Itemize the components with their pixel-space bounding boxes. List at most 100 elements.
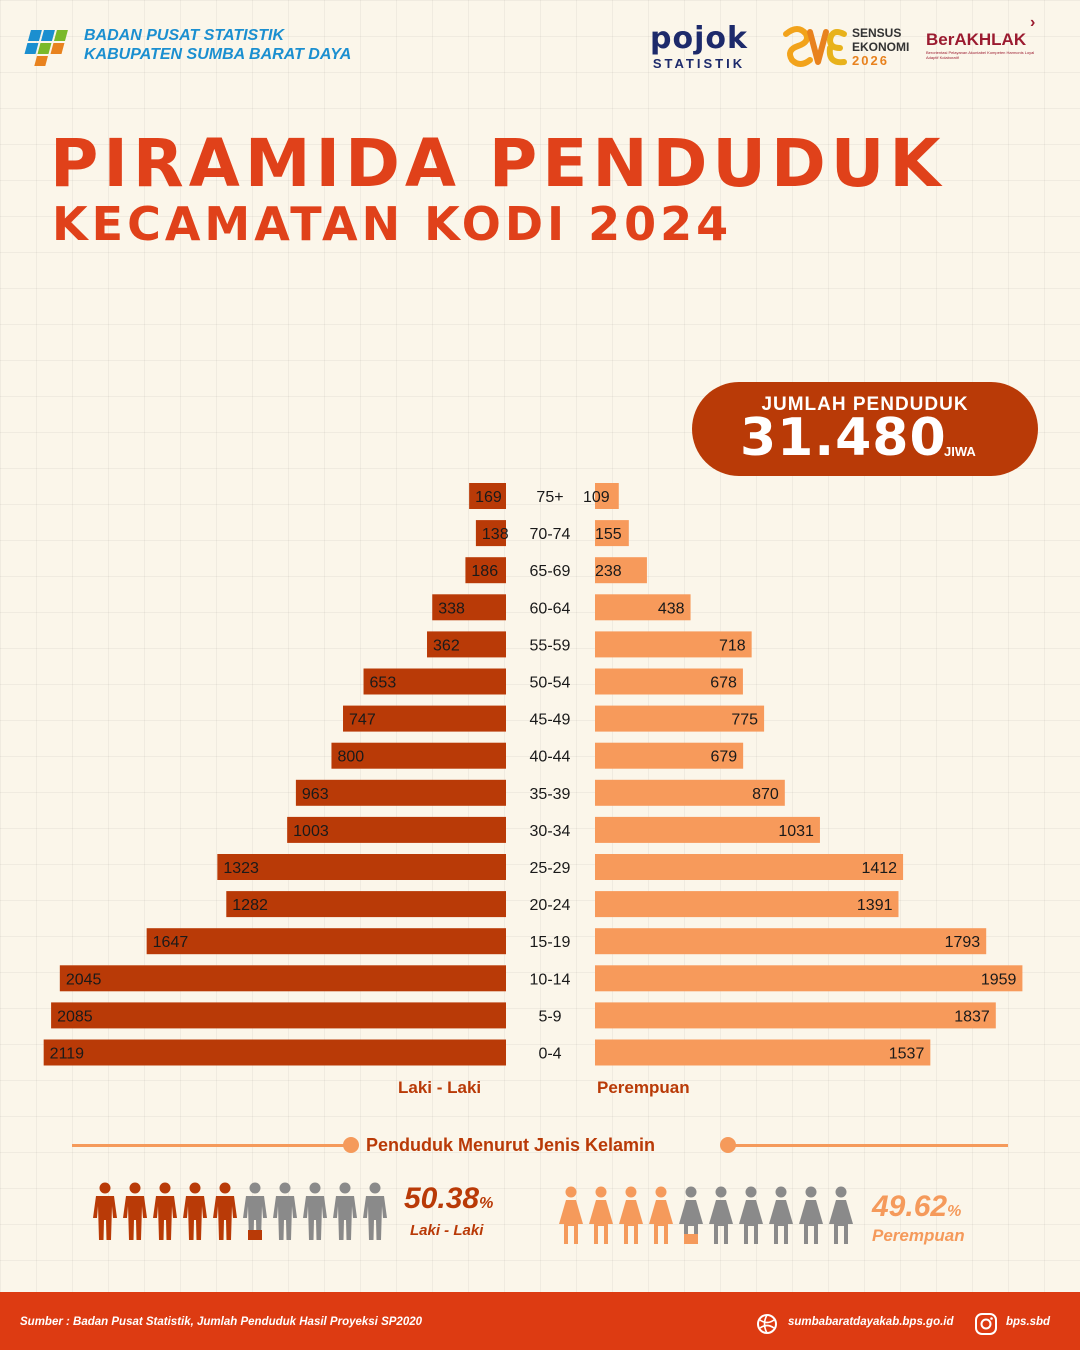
agency-line-1: BADAN PUSAT STATISTIK xyxy=(84,27,284,44)
male-person-icon xyxy=(213,1182,237,1240)
male-value-label: 1282 xyxy=(232,897,268,914)
female-bar xyxy=(595,594,691,621)
male-value-label: 963 xyxy=(302,786,329,803)
age-group-label: 5-9 xyxy=(538,1008,561,1025)
female-value-label: 109 xyxy=(583,489,610,506)
age-group-label: 50-54 xyxy=(530,675,571,692)
female-bar xyxy=(595,483,619,509)
male-percentage-unit: % xyxy=(479,1195,494,1212)
female-person-icon xyxy=(679,1186,703,1244)
female-caption: Perempuan xyxy=(872,1226,965,1245)
instagram-icon xyxy=(975,1313,997,1335)
berakhlak-word: BerAKHLAK xyxy=(926,30,1027,49)
pojok-statistik-logo: pojok STATISTIK xyxy=(650,21,748,72)
female-bar xyxy=(595,928,987,955)
female-percentage-value: 49.62 xyxy=(872,1190,948,1223)
page-subtitle: KECAMATAN KODI 2024 xyxy=(52,197,733,251)
male-percentage: 50.38% xyxy=(404,1182,493,1216)
female-value-label: 1031 xyxy=(778,823,814,840)
separator-dot-right xyxy=(720,1137,736,1153)
instagram-handle[interactable]: bps.sbd xyxy=(1006,1316,1051,1328)
male-bar xyxy=(43,1039,506,1066)
male-share-icons xyxy=(93,1182,387,1240)
male-bar xyxy=(59,965,507,992)
female-person-icon xyxy=(589,1186,613,1244)
berakhlak-tagline: Berorientasi Pelayanan Akuntabel Kompete… xyxy=(926,50,1035,60)
male-value-label: 1323 xyxy=(223,860,259,877)
female-value-label: 1412 xyxy=(861,860,897,877)
female-person-icon xyxy=(709,1186,733,1244)
sensus-ekonomi-mark-icon xyxy=(783,26,847,67)
male-value-label: 2085 xyxy=(57,1008,93,1025)
female-value-label: 870 xyxy=(752,786,779,803)
female-value-label: 678 xyxy=(710,675,737,692)
sensus-ekonomi-text: SENSUS EKONOMI 2026 xyxy=(852,26,909,68)
male-value-label: 169 xyxy=(475,489,502,506)
female-value-label: 238 xyxy=(595,563,622,580)
female-bar xyxy=(595,891,899,918)
female-bar xyxy=(595,705,765,732)
age-group-label: 45-49 xyxy=(530,712,571,729)
female-value-label: 775 xyxy=(731,712,758,729)
age-group-label: 55-59 xyxy=(530,637,571,654)
male-percentage-value: 50.38 xyxy=(404,1182,480,1215)
male-value-label: 2119 xyxy=(50,1046,85,1063)
website-link[interactable]: sumbabaratdayakab.bps.go.id xyxy=(788,1316,954,1328)
female-value-label: 679 xyxy=(710,749,737,766)
berakhlak-logo: BerAKHLAK Berorientasi Pelayanan Akuntab… xyxy=(926,30,1038,60)
female-bar xyxy=(595,1039,931,1066)
sensus-line-1: SENSUS xyxy=(852,26,902,40)
male-person-icon xyxy=(243,1182,267,1240)
total-population-unit: JIWA xyxy=(944,444,976,459)
female-value-label: 1837 xyxy=(954,1008,990,1025)
female-person-icon xyxy=(829,1186,853,1244)
female-bar xyxy=(595,854,904,880)
male-person-icon xyxy=(303,1182,327,1240)
male-value-label: 1003 xyxy=(293,823,329,840)
female-person-icon xyxy=(649,1186,673,1244)
male-person-icon xyxy=(153,1182,177,1240)
agency-name: BADAN PUSAT STATISTIK KABUPATEN SUMBA BA… xyxy=(84,26,351,64)
female-person-icon xyxy=(799,1186,823,1244)
age-group-label: 15-19 xyxy=(530,934,571,951)
gender-section-title: Penduduk Menurut Jenis Kelamin xyxy=(366,1135,656,1155)
male-person-icon xyxy=(183,1182,207,1240)
separator-line-left xyxy=(72,1144,350,1147)
total-population-value: 31.480 xyxy=(740,408,947,468)
female-value-label: 1537 xyxy=(889,1046,925,1063)
male-bar xyxy=(295,779,506,806)
male-bar xyxy=(363,668,506,695)
female-bar xyxy=(595,816,820,843)
male-value-label: 186 xyxy=(471,563,498,580)
male-value-label: 2045 xyxy=(66,971,102,988)
separator-dot-left xyxy=(343,1137,359,1153)
male-caption: Laki - Laki xyxy=(410,1222,484,1239)
male-value-label: 338 xyxy=(438,600,465,617)
globe-icon xyxy=(757,1314,777,1334)
page-title: PIRAMIDA PENDUDUK xyxy=(50,125,946,202)
age-group-label: 25-29 xyxy=(530,860,571,877)
male-value-label: 800 xyxy=(337,749,364,766)
pojok-word: pojok xyxy=(650,21,748,56)
age-group-label: 20-24 xyxy=(530,897,571,914)
male-person-icon xyxy=(363,1182,387,1240)
male-bar xyxy=(469,483,506,509)
chevron-right-icon: › xyxy=(1030,14,1036,31)
female-value-label: 1391 xyxy=(857,897,893,914)
male-axis-label: Laki - Laki xyxy=(398,1078,482,1097)
age-group-label: 30-34 xyxy=(530,823,571,840)
female-value-label: 718 xyxy=(719,637,746,654)
age-group-label: 35-39 xyxy=(530,786,571,803)
female-person-icon xyxy=(619,1186,643,1244)
male-bar xyxy=(427,631,506,658)
male-value-label: 653 xyxy=(370,675,397,692)
male-bar xyxy=(226,891,507,918)
agency-line-2: KABUPATEN SUMBA BARAT DAYA xyxy=(84,46,352,63)
male-person-icon xyxy=(93,1182,117,1240)
female-axis-label: Perempuan xyxy=(597,1078,690,1097)
total-population-badge: JUMLAH PENDUDUK 31.480 JIWA xyxy=(692,382,1038,476)
female-value-label: 1959 xyxy=(981,971,1017,988)
female-percentage: 49.62% xyxy=(872,1190,961,1224)
female-percentage-unit: % xyxy=(947,1203,962,1220)
male-bar xyxy=(51,1002,506,1029)
